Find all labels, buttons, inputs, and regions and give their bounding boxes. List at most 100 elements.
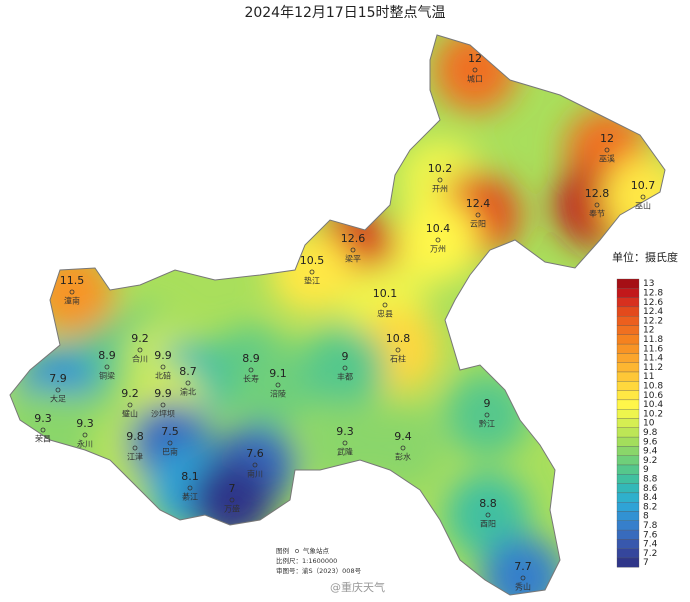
station-dot [640,194,646,200]
station-dot [132,445,138,451]
station-dot [400,445,406,451]
station-dot [594,202,600,208]
station-name: 涪陵 [270,389,286,399]
station-dot [382,302,388,308]
station-dot [127,402,133,408]
legend-label: 9.8 [643,428,658,438]
station-value: 8.8 [479,497,497,510]
station-value: 7 [229,482,236,495]
station-dot [475,212,481,218]
station-name: 梁平 [345,255,361,264]
station-value: 9.3 [76,417,94,430]
legend-label: 9 [643,465,649,475]
station-name: 沙坪坝 [151,410,175,419]
legend-swatch [616,502,640,512]
station-value: 7.7 [514,560,532,573]
station-name: 巴南 [162,447,178,457]
station-value: 9.2 [121,387,139,400]
station-dot [40,427,46,433]
station-value: 12.8 [585,187,610,200]
station-value: 10.4 [426,222,451,235]
station-name: 荣昌 [35,434,51,444]
station-dot [435,237,441,243]
heat-blob [433,35,517,112]
station-dot [395,347,401,353]
station-dot [309,269,315,275]
legend-swatch [616,297,640,308]
station-name: 江津 [127,452,143,462]
heat-blob [396,198,480,282]
station-name: 万盛 [224,504,240,514]
station-dot [248,367,254,373]
station-name: 巫山 [635,201,651,211]
station-name: 石柱 [390,354,406,364]
watermark: @重庆天气 [330,580,385,594]
legend-label: 8 [643,512,649,522]
station-value: 9.3 [336,425,354,438]
station-dot [160,402,166,408]
footnote-approval: 审图号：渝S（2023）008号 [276,566,362,575]
station-value: 9 [342,350,349,363]
legend-label: 8.8 [643,474,658,484]
station-name: 渝北 [180,387,196,397]
station-name: 秀山 [515,582,531,592]
legend-label: 7.8 [643,521,658,531]
legend-label: 8.6 [643,484,658,494]
legend: 1312.812.612.412.21211.811.611.411.21110… [616,278,663,568]
legend-swatch [616,409,640,419]
legend-label: 11.4 [643,354,663,364]
station-value: 8.9 [242,352,260,365]
legend-label: 7.6 [643,530,658,540]
legend-label: 7.4 [643,540,658,550]
legend-swatch [616,529,640,540]
station-dot [55,387,61,393]
heat-blob [303,326,387,410]
legend-swatch [616,427,640,438]
legend-label: 12.8 [643,288,663,298]
station-value: 9.9 [154,387,172,400]
station-name: 垫江 [304,276,320,286]
station-name: 云阳 [470,220,486,229]
station-name: 城口 [467,75,483,84]
station-name: 丰都 [337,372,353,382]
station-value: 9.9 [154,349,172,362]
station-dot [275,382,281,388]
legend-swatch [616,520,640,531]
station-name: 黔江 [479,419,495,429]
station-name: 南川 [247,469,263,479]
legend-label: 10.4 [643,400,663,410]
legend-label: 9.6 [643,437,658,447]
footnote-legend: 图例 [276,546,289,555]
station-value: 12 [468,52,482,65]
legend-label: 8.2 [643,502,657,512]
station-dot [160,364,166,370]
legend-swatch [616,362,640,373]
legend-swatch [616,316,640,326]
station-dot [342,440,348,446]
legend-swatch [616,390,640,401]
station-name: 铜梁 [99,371,115,381]
station-name: 永川 [77,439,93,449]
station-value: 12.4 [466,197,491,210]
station-name: 北碚 [155,371,171,381]
station-dot [350,247,356,253]
legend-label: 12.2 [643,316,663,326]
station-dot [437,177,443,183]
legend-swatch [616,343,640,354]
station-name: 开州 [432,185,448,194]
station-name: 綦江 [182,492,198,502]
station-dot [485,512,491,518]
station-value: 9.8 [126,430,144,443]
legend-swatch [616,464,640,475]
legend-swatch [616,511,640,521]
station-name: 酉阳 [480,520,496,529]
legend-label: 7.2 [643,549,657,559]
legend-swatch [616,278,640,289]
legend-swatch [616,539,640,549]
legend-label: 10.8 [643,381,663,391]
heat-blob [601,155,665,239]
legend-label: 10.2 [643,409,663,419]
station-value: 8.9 [98,349,116,362]
station-dot [104,364,110,370]
